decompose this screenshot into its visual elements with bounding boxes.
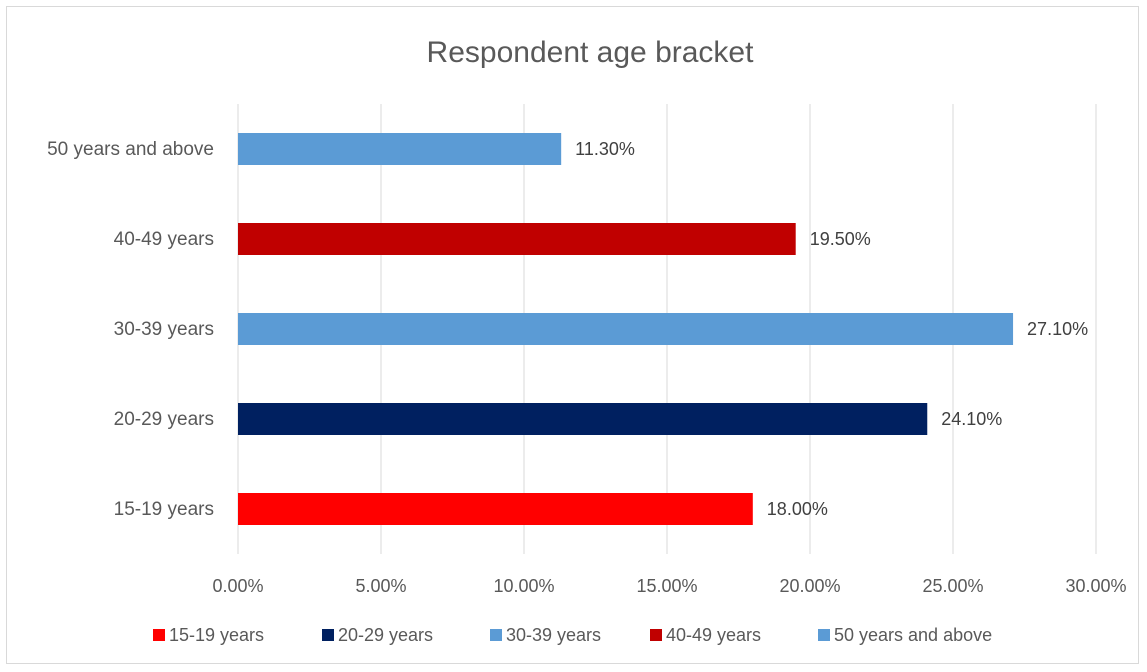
category-label: 30-39 years	[114, 319, 214, 340]
bars	[238, 133, 1014, 525]
legend-swatch	[490, 629, 502, 641]
x-tick-label: 30.00%	[1065, 576, 1126, 596]
data-labels: 18.00% 24.10% 27.10% 19.50% 11.30%	[575, 139, 1088, 519]
legend-item: 15-19 years	[153, 625, 264, 645]
data-label: 24.10%	[941, 409, 1002, 429]
category-labels: 15-19 years 20-29 years 30-39 years 40-49 y…	[47, 139, 214, 520]
data-label: 11.30%	[575, 139, 635, 159]
x-tick-label: 10.00%	[493, 576, 554, 596]
bar	[238, 493, 753, 525]
legend-swatch	[818, 629, 830, 641]
legend-item: 50 years and above	[818, 625, 992, 645]
category-label: 40-49 years	[114, 229, 214, 250]
category-label: 50 years and above	[47, 139, 214, 160]
legend-label: 40-49 years	[666, 625, 761, 645]
x-tick-label: 15.00%	[636, 576, 697, 596]
legend-item: 40-49 years	[650, 625, 761, 645]
data-label: 19.50%	[810, 229, 871, 249]
legend-item: 30-39 years	[490, 625, 601, 645]
category-label: 20-29 years	[114, 409, 214, 430]
data-label: 18.00%	[767, 499, 828, 519]
legend-label: 50 years and above	[834, 625, 992, 645]
legend-swatch	[153, 629, 165, 641]
legend-label: 15-19 years	[169, 625, 264, 645]
legend: 15-19 years 20-29 years 30-39 years 40-49 y…	[153, 625, 992, 645]
category-label: 15-19 years	[114, 499, 214, 520]
legend-swatch	[650, 629, 662, 641]
x-axis-tick-labels: 0.00% 5.00% 10.00% 15.00% 20.00% 25.00% 30.00%	[212, 576, 1126, 596]
legend-label: 30-39 years	[506, 625, 601, 645]
legend-label: 20-29 years	[338, 625, 433, 645]
legend-swatch	[322, 629, 334, 641]
x-tick-label: 20.00%	[779, 576, 840, 596]
bar	[238, 403, 928, 435]
chart-title: Respondent age bracket	[427, 36, 755, 69]
x-tick-label: 25.00%	[922, 576, 983, 596]
legend-item: 20-29 years	[322, 625, 433, 645]
bar	[238, 313, 1014, 345]
x-tick-label: 5.00%	[355, 576, 406, 596]
x-tick-label: 0.00%	[212, 576, 263, 596]
bar	[238, 223, 796, 255]
bar	[238, 133, 562, 165]
data-label: 27.10%	[1027, 319, 1088, 339]
